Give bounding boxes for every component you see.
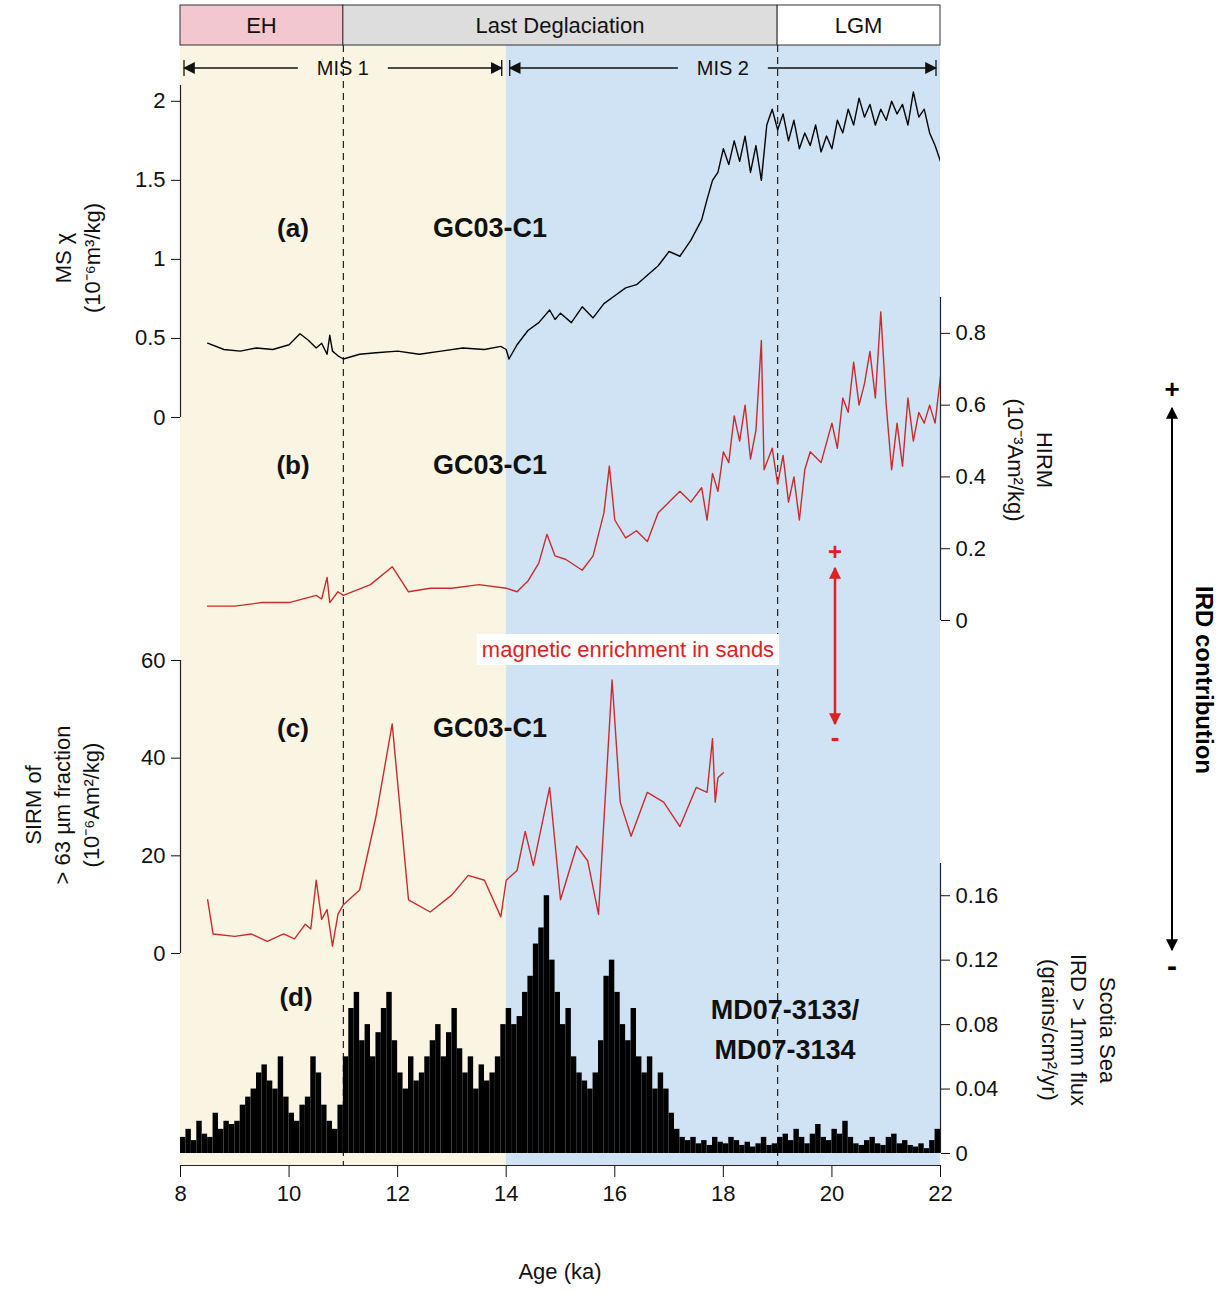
html-text:Age (ka): Age (ka) [518, 1259, 602, 1284]
html-text:(d): (d) [279, 981, 313, 1012]
html-text:> 63 µm fraction: > 63 µm fraction [49, 725, 75, 885]
svg-text:0.12: 0.12 [956, 947, 999, 972]
html-text:(a): (a) [277, 212, 309, 243]
html-text:GC03-C1: GC03-C1 [433, 450, 547, 480]
svg-text:-: - [1167, 949, 1177, 982]
svg-text:+: + [1164, 374, 1179, 404]
html-text:(10⁻⁶Am²/kg): (10⁻⁶Am²/kg) [78, 742, 104, 868]
svg-text:0.08: 0.08 [956, 1012, 999, 1037]
svg-text:magnetic enrichment in sands: magnetic enrichment in sands [482, 637, 774, 662]
svg-text:LGM: LGM [835, 13, 883, 38]
svg-text:MIS 1: MIS 1 [317, 57, 369, 79]
svg-text:16: 16 [603, 1181, 627, 1206]
svg-text:18: 18 [711, 1181, 735, 1206]
html-text:HIRM: HIRM [1032, 431, 1057, 489]
svg-text:MIS 2: MIS 2 [697, 57, 749, 79]
svg-text:0: 0 [153, 405, 165, 430]
html-text:IRD > 1mm flux: IRD > 1mm flux [1065, 953, 1091, 1107]
html-text:(grains/cm²/yr): (grains/cm²/yr) [1036, 959, 1062, 1101]
svg-text:8: 8 [174, 1181, 186, 1206]
html-text:MD07-3134: MD07-3134 [714, 1035, 856, 1065]
html-text:GC03-C1: GC03-C1 [433, 213, 547, 243]
svg-text:-: - [831, 722, 840, 752]
svg-text:0: 0 [153, 941, 165, 966]
svg-text:10: 10 [277, 1181, 301, 1206]
svg-text:0.8: 0.8 [956, 320, 987, 345]
svg-text:EH: EH [246, 13, 277, 38]
svg-text:14: 14 [494, 1181, 518, 1206]
svg-text:IRD contribution: IRD contribution [1191, 586, 1218, 774]
svg-text:20: 20 [141, 843, 165, 868]
svg-text:22: 22 [928, 1181, 952, 1206]
html-text:(c): (c) [277, 712, 309, 743]
html-text:GC03-C1: GC03-C1 [433, 713, 547, 743]
svg-text:0.2: 0.2 [956, 536, 987, 561]
svg-text:Last Deglaciation: Last Deglaciation [476, 13, 645, 38]
svg-text:+: + [828, 538, 842, 565]
svg-text:1: 1 [153, 246, 165, 271]
svg-text:0: 0 [956, 1141, 968, 1166]
svg-text:0.6: 0.6 [956, 392, 987, 417]
html-text:MS χ: MS χ [51, 232, 76, 284]
svg-text:12: 12 [385, 1181, 409, 1206]
html-text:MD07-3133/: MD07-3133/ [710, 995, 860, 1025]
svg-text:0.5: 0.5 [135, 325, 166, 350]
svg-text:2: 2 [153, 88, 165, 113]
html-text:(10⁻⁶m³/kg): (10⁻⁶m³/kg) [80, 202, 105, 314]
html-text:SIRM of: SIRM of [20, 765, 46, 845]
svg-text:20: 20 [820, 1181, 844, 1206]
svg-text:0.04: 0.04 [956, 1076, 999, 1101]
svg-text:1.5: 1.5 [135, 167, 166, 192]
svg-text:0.16: 0.16 [956, 883, 999, 908]
html-text:(b): (b) [276, 449, 310, 480]
svg-text:0.4: 0.4 [956, 464, 987, 489]
html-text:(10⁻³Am²/kg): (10⁻³Am²/kg) [1003, 398, 1028, 522]
svg-text:0: 0 [956, 608, 968, 633]
svg-text:60: 60 [141, 648, 165, 673]
svg-text:40: 40 [141, 745, 165, 770]
html-text:Scotia Sea: Scotia Sea [1094, 976, 1120, 1084]
